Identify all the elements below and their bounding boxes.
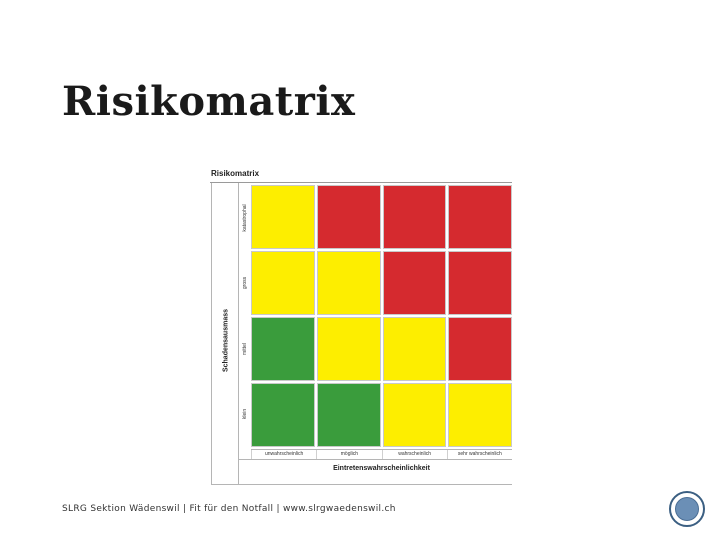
circle-nav-icon xyxy=(675,497,699,521)
slide-title: Risikomatrix xyxy=(62,78,356,125)
matrix-cell-green xyxy=(251,383,315,447)
matrix-cell-red xyxy=(448,317,512,381)
row-label-katastrophal: katastrophal xyxy=(242,204,248,232)
frame-inner xyxy=(238,183,239,484)
frame-left xyxy=(211,183,212,484)
title-divider xyxy=(210,182,512,183)
matrix-cell-red xyxy=(382,251,447,315)
slide-footer: SLRG Sektion Wädenswil | Fit für den Not… xyxy=(62,504,396,514)
col-label-moeglich: möglich xyxy=(316,450,381,460)
matrix-cell-red xyxy=(448,185,512,249)
column-labels: unwahrscheinlich möglich wahrscheinlich … xyxy=(251,449,512,460)
slide-nav-button[interactable] xyxy=(669,491,705,527)
risk-matrix-grid xyxy=(251,185,512,447)
matrix-cell-green xyxy=(251,317,315,381)
y-axis-title: Schadensausmass xyxy=(222,308,230,373)
col-label-unwahrscheinlich: unwahrscheinlich xyxy=(251,450,316,460)
row-label-mittel: mittel xyxy=(242,343,248,355)
col-label-wahrscheinlich: wahrscheinlich xyxy=(381,450,447,460)
matrix-cell-red xyxy=(448,251,512,315)
x-axis-divider xyxy=(238,459,512,460)
matrix-cell-yellow xyxy=(251,251,315,315)
matrix-cell-red xyxy=(316,185,381,249)
col-label-sehr-wahrscheinlich: sehr wahrscheinlich xyxy=(446,450,512,460)
matrix-cell-yellow xyxy=(448,383,512,447)
matrix-cell-yellow xyxy=(382,317,447,381)
matrix-cell-red xyxy=(382,185,447,249)
matrix-cell-yellow xyxy=(316,317,381,381)
matrix-cell-green xyxy=(316,383,381,447)
frame-bottom xyxy=(211,484,512,485)
row-label-klein: klein xyxy=(242,408,248,420)
matrix-cell-yellow xyxy=(316,251,381,315)
matrix-cell-yellow xyxy=(382,383,447,447)
matrix-cell-yellow xyxy=(251,185,315,249)
x-axis-title: Eintretenswahrscheinlichkeit xyxy=(333,465,430,472)
figure-title: Risikomatrix xyxy=(211,169,260,178)
row-label-gross: gross xyxy=(242,276,248,290)
risk-matrix-figure: Risikomatrix Schadensausmass katastropha… xyxy=(208,165,512,485)
